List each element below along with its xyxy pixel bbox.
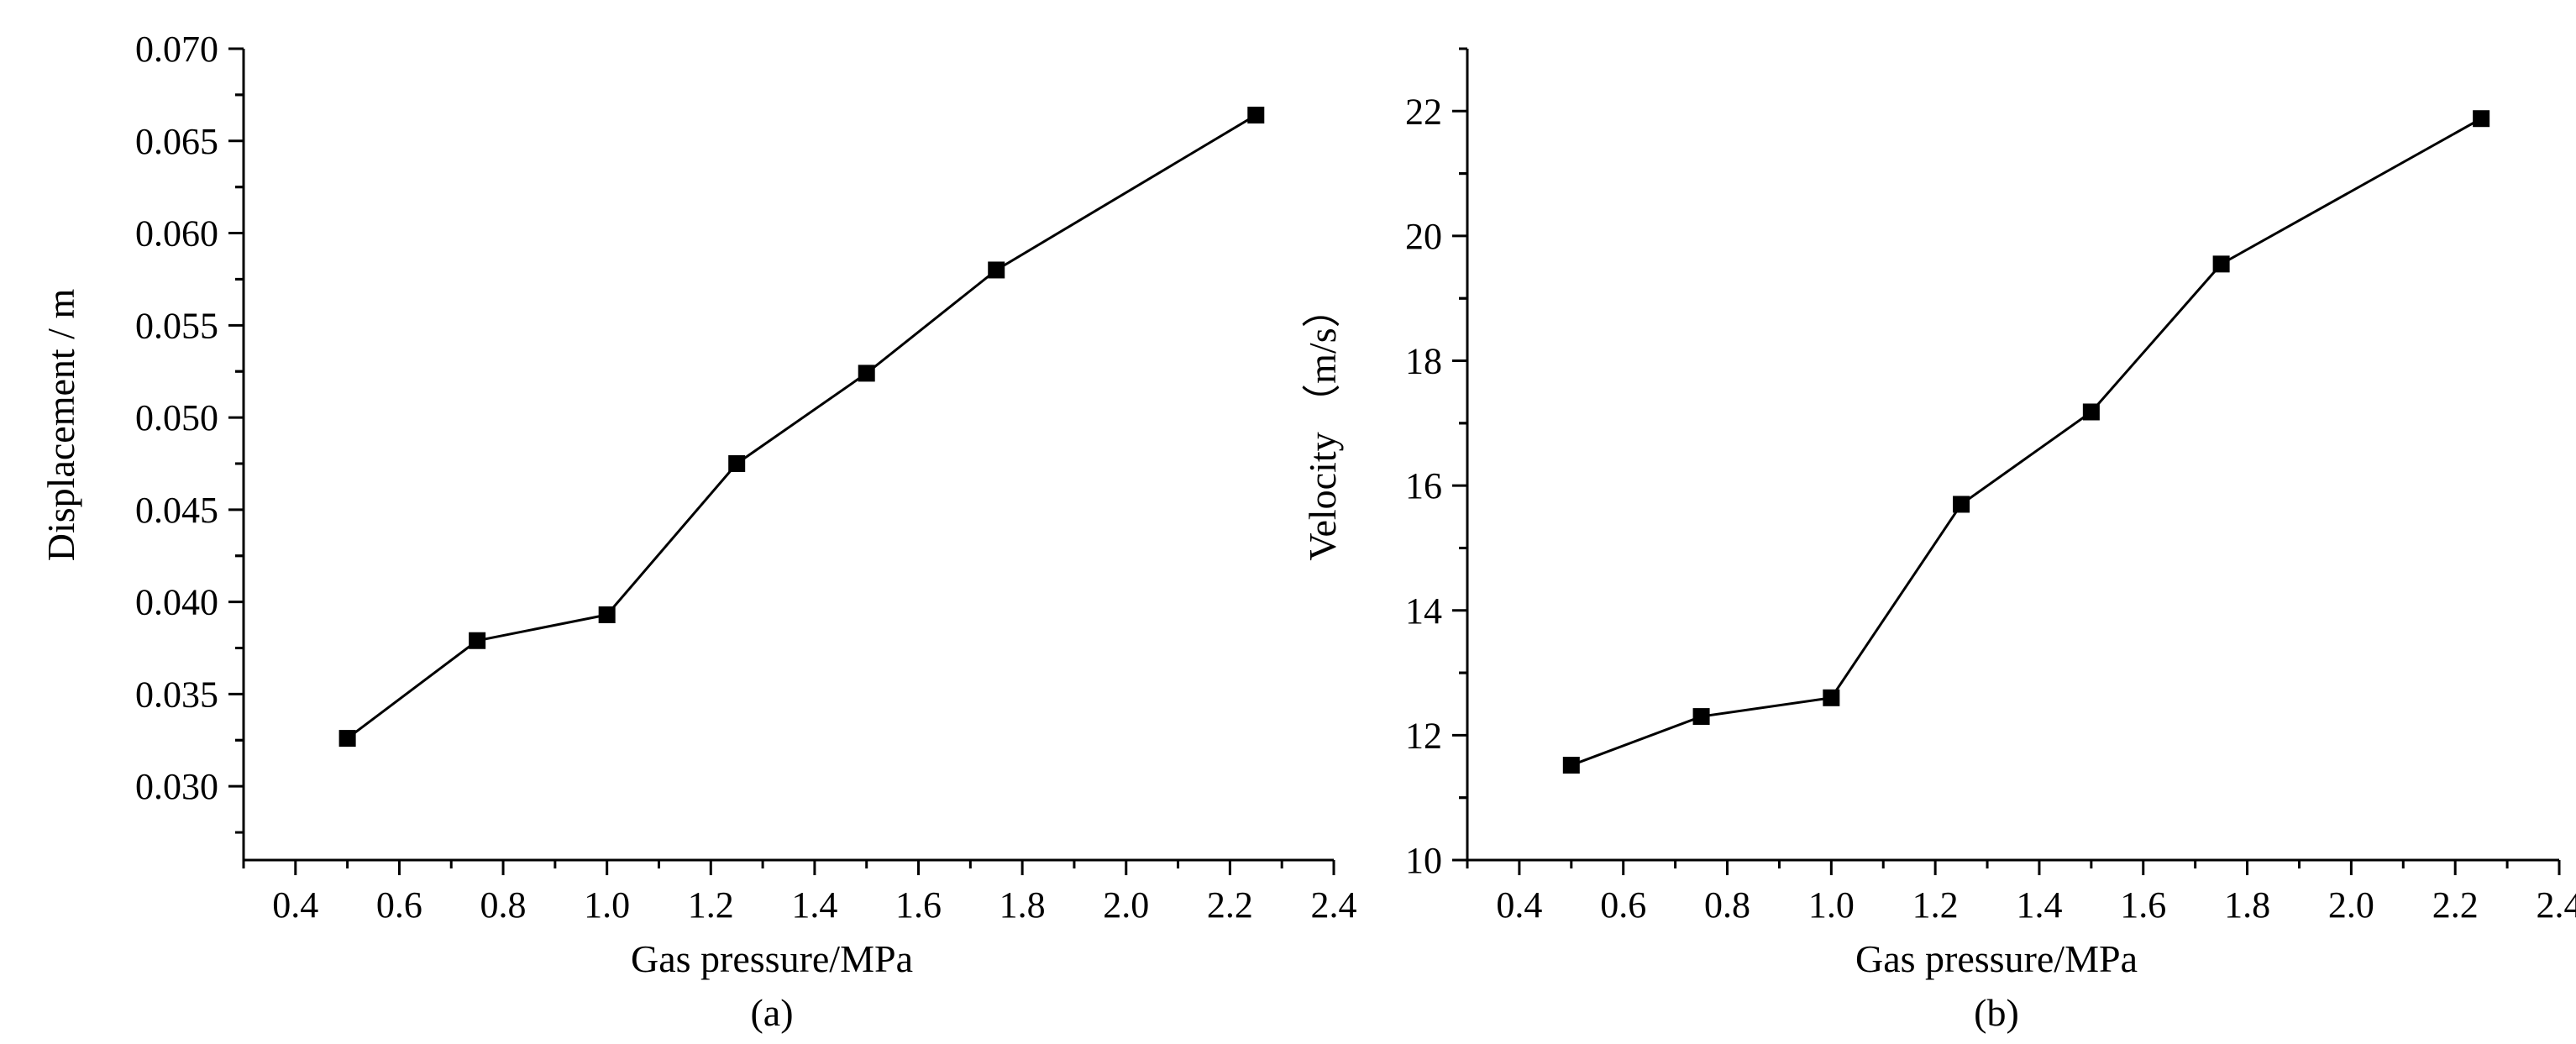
y-tick-label: 14	[1405, 590, 1442, 632]
chart-panel-b: 0.4 0.6 0.8 1.0 1.2 1.4 1.6 1.8 2.0 2.2 2.4 10 12 14 1…	[1301, 47, 2576, 1034]
x-tick-label: 1.4	[791, 884, 837, 926]
y-axis-title: Displacement / m	[39, 289, 82, 562]
y-tick-label: 22	[1405, 91, 1442, 132]
x-tick-label: 1.8	[2224, 884, 2270, 926]
y-axis-title: Velocity （m/s）	[1301, 289, 1344, 560]
x-axis-title: Gas pressure/MPa	[1855, 937, 2138, 980]
x-tick-label: 2.4	[2537, 884, 2576, 926]
y-tick-label: 0.040	[135, 582, 218, 623]
y-tick-label: 0.030	[135, 766, 218, 807]
x-tick-label: 1.2	[688, 884, 734, 926]
y-tick-label: 18	[1405, 341, 1442, 382]
data-point-marker	[2212, 255, 2230, 273]
data-point-marker	[1247, 107, 1265, 124]
x-tick-label: 1.6	[895, 884, 942, 926]
x-tick-label: 2.0	[2328, 884, 2374, 926]
panel-caption: (a)	[750, 991, 793, 1034]
data-point-marker	[2082, 403, 2100, 421]
data-point-marker	[1562, 757, 1580, 774]
data-point-marker	[1953, 496, 1970, 513]
x-tick-label: 1.0	[1808, 884, 1855, 926]
x-tick-label: 1.6	[2120, 884, 2166, 926]
y-tick-label: 0.045	[135, 490, 218, 531]
x-tick-label: 0.8	[480, 884, 527, 926]
x-tick-label: 0.6	[1600, 884, 1646, 926]
y-tick-label: 12	[1405, 715, 1442, 756]
y-tick-label: 20	[1405, 216, 1442, 257]
chart-panel-a: 0.4 0.6 0.8 1.0 1.2 1.4 1.6 1.8 2.0 2.2 2.4 0.030 0.…	[39, 29, 1357, 1034]
data-point-marker	[598, 606, 616, 624]
y-tick-label: 0.035	[135, 674, 218, 715]
data-point-marker	[338, 730, 356, 748]
data-point-marker	[1692, 708, 1710, 726]
panel-caption: (b)	[1974, 991, 2019, 1034]
x-tick-label: 1.0	[584, 884, 630, 926]
x-tick-label: 2.0	[1103, 884, 1149, 926]
x-tick-label: 0.8	[1704, 884, 1750, 926]
x-axis-title: Gas pressure/MPa	[631, 937, 913, 980]
x-tick-label: 1.4	[2016, 884, 2062, 926]
y-tick-label: 0.070	[135, 29, 218, 70]
data-point-marker	[1823, 689, 1840, 706]
series-line	[1571, 117, 2482, 767]
y-tick-label: 0.060	[135, 213, 218, 254]
x-tick-label: 2.2	[1207, 884, 1253, 926]
y-tick-label: 0.050	[135, 397, 218, 438]
data-point-marker	[728, 454, 746, 472]
y-tick-label: 16	[1405, 465, 1442, 506]
x-tick-label: 0.6	[376, 884, 422, 926]
data-point-marker	[469, 632, 486, 649]
y-tick-label: 0.055	[135, 305, 218, 346]
data-point-marker	[988, 261, 1005, 279]
x-tick-label: 0.4	[1496, 884, 1542, 926]
data-point-marker	[2473, 110, 2490, 128]
y-tick-label: 0.065	[135, 121, 218, 162]
x-tick-label: 1.2	[1912, 884, 1959, 926]
x-tick-label: 1.8	[999, 884, 1046, 926]
x-tick-label: 0.4	[272, 884, 318, 926]
data-point-marker	[858, 365, 875, 382]
y-tick-label: 10	[1405, 840, 1442, 881]
x-tick-label: 2.2	[2432, 884, 2479, 926]
x-tick-label: 2.4	[1311, 884, 1357, 926]
